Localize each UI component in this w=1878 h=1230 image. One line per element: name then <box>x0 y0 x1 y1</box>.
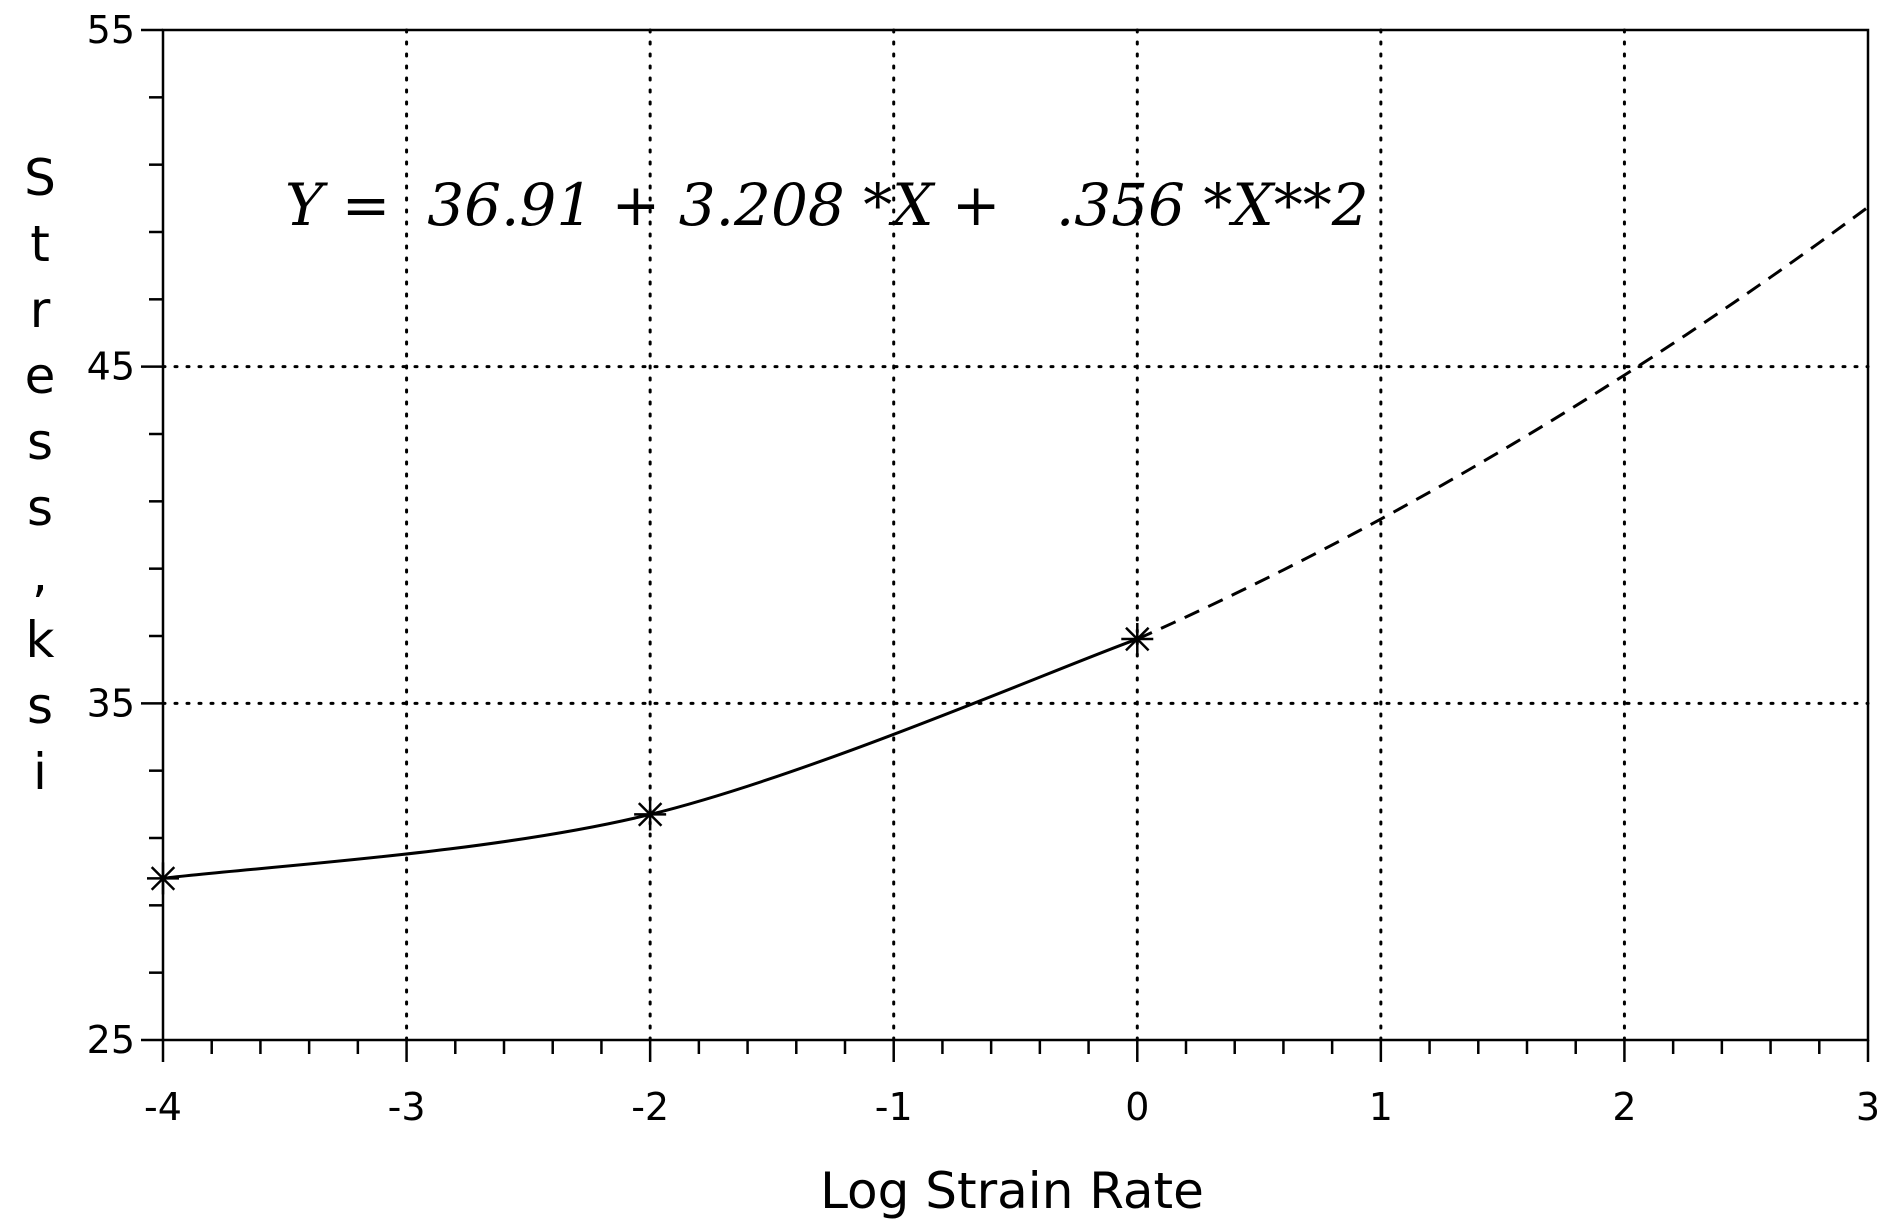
y-axis-title-char: t <box>30 215 50 273</box>
x-tick-label: -2 <box>631 1085 669 1129</box>
data-markers <box>147 623 1154 895</box>
data-point-marker <box>1121 623 1154 656</box>
equation-annotation: Y = 36.91 + 3.208 *X + .356 *X**2 <box>285 171 1369 239</box>
y-axis-title-char: r <box>30 281 51 339</box>
x-tick-label: 0 <box>1125 1085 1149 1129</box>
y-axis-title-char: S <box>24 149 56 207</box>
plot-frame <box>161 28 1870 1042</box>
marker-stroke <box>150 866 176 891</box>
data-point-marker <box>634 798 667 831</box>
x-axis-title: Log Strain Rate <box>820 1162 1204 1220</box>
data-point-marker <box>147 862 179 895</box>
y-tick-label: 55 <box>87 8 135 52</box>
marker-stroke <box>637 802 663 827</box>
x-tick-label: 2 <box>1612 1085 1636 1129</box>
y-tick-label: 25 <box>87 1018 135 1062</box>
axes <box>141 28 1870 1062</box>
x-tick-label: -4 <box>144 1085 182 1129</box>
x-tick-label: -1 <box>875 1085 913 1129</box>
x-tick-label: 3 <box>1856 1085 1878 1129</box>
y-axis-title-char: e <box>25 347 56 405</box>
marker-stroke <box>1125 626 1150 652</box>
y-axis-title-char: i <box>33 743 47 801</box>
fit-line-extrapolated <box>1136 205 1869 641</box>
fit-curve <box>162 205 1869 880</box>
x-tick-label: -3 <box>388 1085 426 1129</box>
x-tick-label: 1 <box>1369 1085 1393 1129</box>
y-tick-label: 45 <box>87 345 135 389</box>
y-axis-title-char: s <box>27 479 53 537</box>
y-axis-title-char: s <box>27 677 53 735</box>
fit-line-observed <box>162 637 1138 880</box>
grid <box>161 28 1870 1042</box>
y-axis-title-char: , <box>32 545 48 603</box>
y-axis-title-char: k <box>26 611 55 669</box>
y-tick-label: 35 <box>87 681 135 725</box>
y-axis-title-char: s <box>27 413 53 471</box>
